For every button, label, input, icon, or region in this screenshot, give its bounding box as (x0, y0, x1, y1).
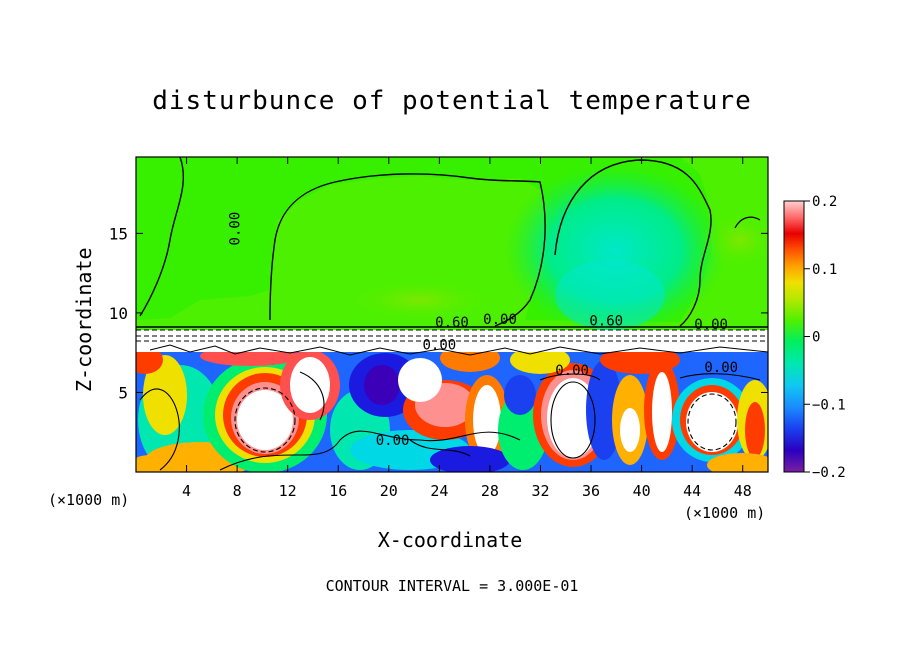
warm-anomaly (340, 278, 500, 322)
colorbar-ticks: −0.2 −0.1 0 0.1 0.2 (804, 194, 846, 481)
plot-area (136, 157, 768, 472)
contour-line (136, 329, 768, 342)
x-tick-label: 20 (380, 482, 398, 500)
x-tick-label: 36 (582, 482, 600, 500)
contour-label: 0.00 (694, 317, 728, 333)
colorbar-tick-label: 0.2 (812, 194, 837, 210)
x-tick-label: 24 (430, 482, 448, 500)
chart-title: disturbunce of potential temperature (152, 86, 752, 116)
x-axis-label: X-coordinate (377, 528, 523, 552)
contour-interval-note: CONTOUR INTERVAL = 3.000E-01 (325, 577, 579, 595)
contour-label: 0.60 (589, 314, 623, 330)
lower-contours (139, 371, 761, 471)
contour-label: 0.00 (228, 212, 244, 246)
x-tick-label: 8 (233, 482, 242, 500)
x-tick-label: 12 (279, 482, 297, 500)
x-tick-label: 16 (329, 482, 347, 500)
contour-label: 0.00 (423, 338, 457, 354)
colorbar-tick-label: −0.2 (812, 465, 846, 481)
colorbar-tick-label: −0.1 (812, 397, 846, 413)
contour-label: 0.00 (376, 433, 410, 449)
x-unit-label: (×1000 m) (684, 504, 766, 522)
turbulent-eddies (136, 344, 768, 472)
contour-line (149, 344, 768, 356)
y-axis-label: Z-coordinate (72, 247, 96, 393)
contour-label: 0.00 (483, 312, 517, 328)
warm-anomaly-east (700, 210, 768, 270)
plot-frame (135, 156, 769, 473)
contour-labels: 0.00 0.60 0.00 0.60 0.00 0.00 0.00 0.00 0.00 (228, 212, 738, 449)
contour-label: 0.60 (435, 315, 469, 331)
contour-line (139, 157, 184, 317)
z-unit-label: (×1000 m) (48, 491, 130, 509)
contour-line (554, 159, 712, 327)
x-tick-label: 48 (734, 482, 752, 500)
x-axis: 4 8 12 16 20 24 28 32 36 40 44 48 (182, 157, 752, 500)
contour-line (734, 216, 761, 229)
y-tick-label: 10 (109, 304, 128, 323)
contour-line (269, 173, 546, 327)
x-tick-label: 4 (182, 482, 191, 500)
x-tick-label: 32 (531, 482, 549, 500)
x-tick-label: 44 (683, 482, 701, 500)
y-axis: 5 10 15 (109, 224, 768, 402)
y-tick-label: 5 (118, 383, 128, 402)
y-tick-label: 15 (109, 224, 128, 243)
x-tick-label: 28 (481, 482, 499, 500)
colorbar-tick-label: 0 (812, 330, 820, 346)
contour-label: 0.00 (704, 360, 738, 376)
contour-label: 0.00 (555, 363, 589, 379)
colorbar-tick-label: 0.1 (812, 262, 837, 278)
cool-anomaly-core (555, 260, 665, 330)
x-tick-label: 40 (633, 482, 651, 500)
colorbar (783, 200, 805, 473)
